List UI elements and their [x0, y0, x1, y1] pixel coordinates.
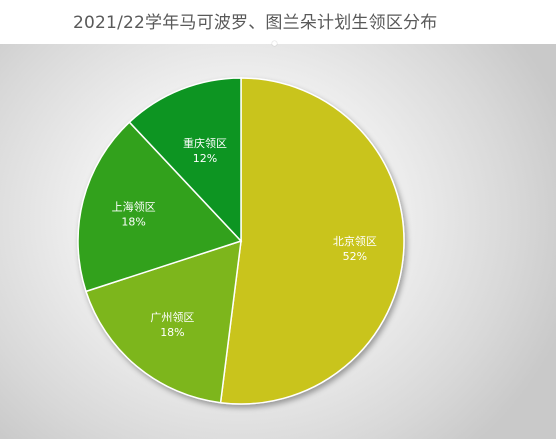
slice-percent-label: 12% — [193, 152, 217, 165]
slice-category-label: 重庆领区 — [183, 136, 227, 150]
slice-percent-label: 52% — [343, 250, 367, 263]
slice-category-label: 北京领区 — [333, 234, 377, 248]
pie-slice-1 — [219, 77, 405, 405]
slice-percent-label: 18% — [121, 215, 145, 228]
pie-slices — [77, 77, 405, 405]
chart-title: 2021/22学年马可波罗、图兰朵计划生领区分布 — [73, 13, 438, 33]
pie-slice-2 — [85, 239, 242, 404]
pie-slice-3 — [77, 121, 243, 293]
slice-category-label: 上海领区 — [112, 199, 156, 213]
slice-category-label: 广州领区 — [150, 311, 194, 324]
title-band — [0, 0, 556, 44]
selection-handle — [272, 41, 277, 46]
slice-percent-label: 18% — [160, 326, 184, 339]
pie-slice-4 — [128, 77, 242, 243]
pie-labels: 北京领区 52% 广州领区 18% 上海领区 18% 重庆领区 12% — [112, 136, 377, 339]
